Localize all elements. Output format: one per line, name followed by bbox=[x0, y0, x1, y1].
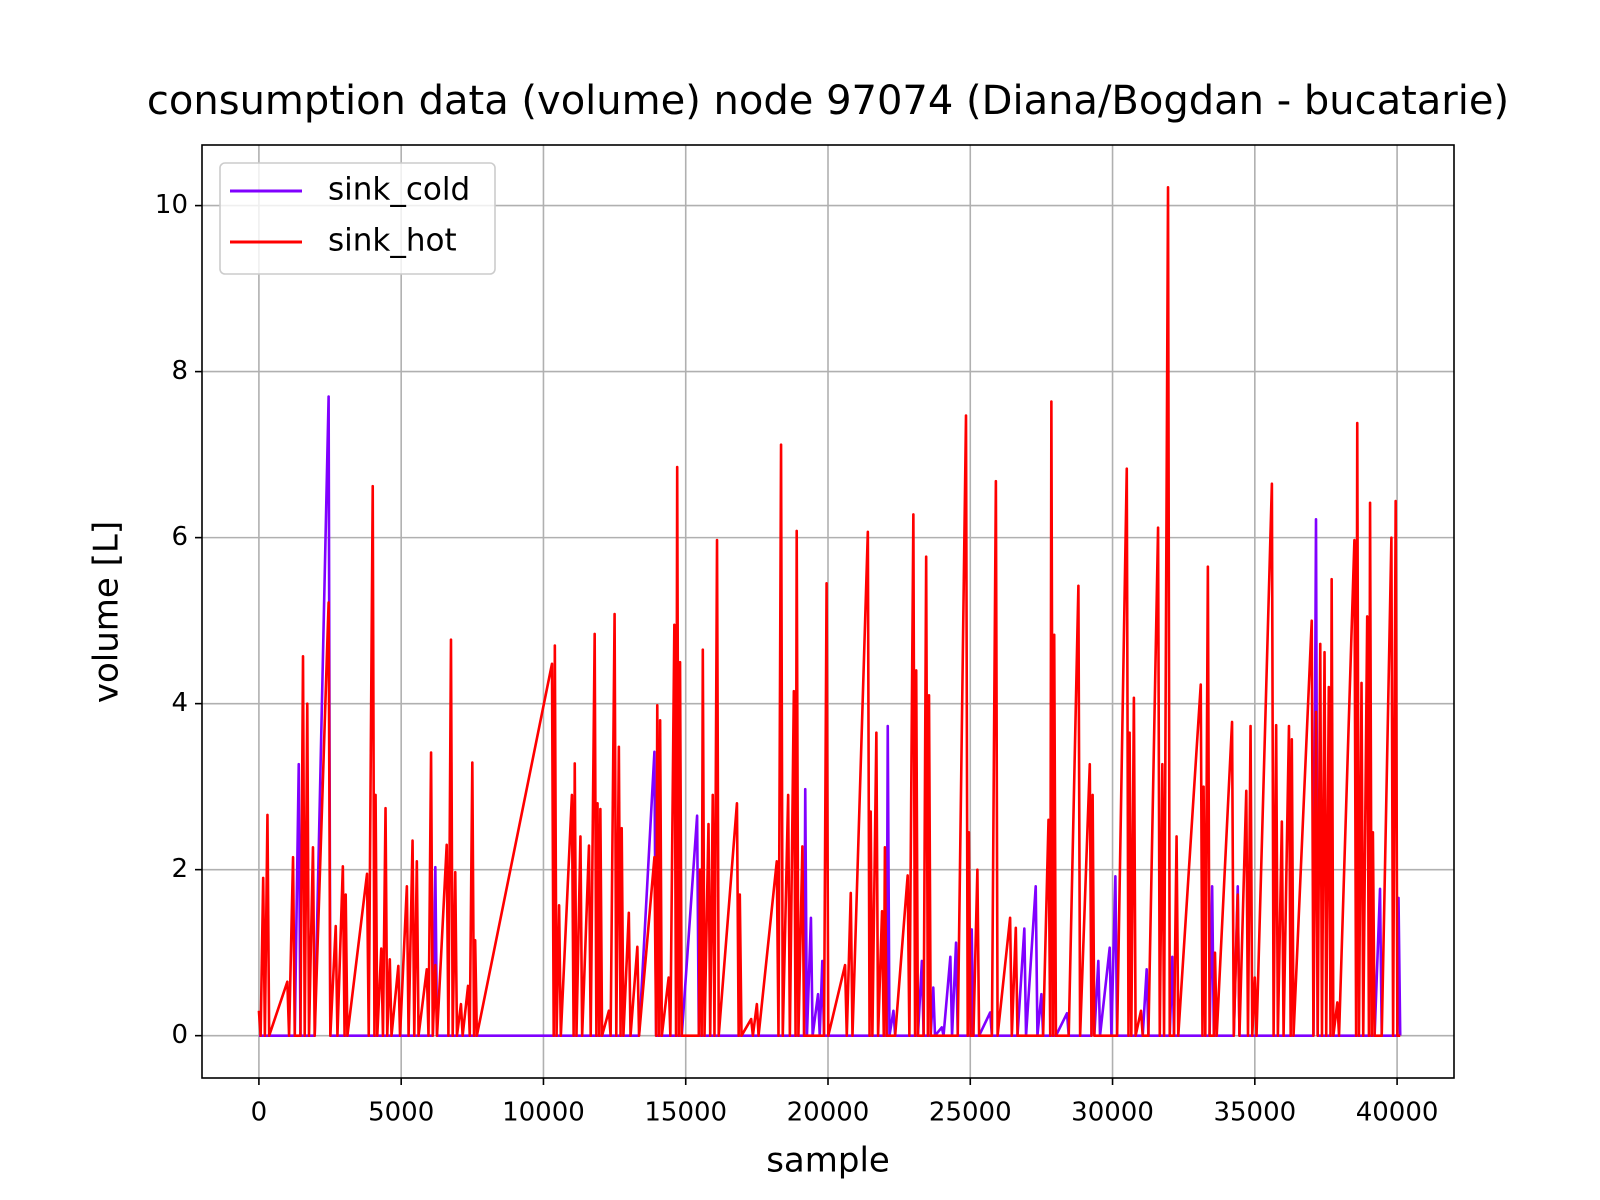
x-tick-label: 30000 bbox=[1071, 1098, 1154, 1128]
x-tick-label: 10000 bbox=[502, 1098, 585, 1128]
ticks: 0 5000 10000 15000 20000 25000 30000 35000 40000… bbox=[155, 190, 1439, 1127]
y-tick-label: 2 bbox=[171, 854, 188, 884]
chart-title: consumption data (volume) node 97074 (Di… bbox=[147, 78, 1509, 124]
plot-area bbox=[257, 186, 1402, 1037]
legend-label: sink_hot bbox=[328, 223, 457, 259]
x-tick-label: 25000 bbox=[929, 1098, 1012, 1128]
x-tick-label: 35000 bbox=[1213, 1098, 1296, 1128]
legend-label: sink_cold bbox=[328, 172, 470, 208]
x-tick-label: 0 bbox=[251, 1098, 268, 1128]
y-axis-label: volume [L] bbox=[87, 521, 127, 703]
x-tick-label: 15000 bbox=[644, 1098, 727, 1128]
series-line bbox=[257, 186, 1401, 1037]
y-tick-label: 10 bbox=[155, 190, 188, 220]
x-axis-label: sample bbox=[766, 1141, 890, 1181]
x-tick-label: 40000 bbox=[1356, 1098, 1439, 1128]
x-tick-label: 5000 bbox=[368, 1098, 434, 1128]
y-tick-label: 0 bbox=[171, 1020, 188, 1050]
y-tick-label: 4 bbox=[171, 688, 188, 718]
x-tick-label: 20000 bbox=[787, 1098, 870, 1128]
legend: sink_cold sink_hot bbox=[219, 162, 496, 275]
y-tick-label: 6 bbox=[171, 522, 188, 552]
y-tick-label: 8 bbox=[171, 356, 188, 386]
